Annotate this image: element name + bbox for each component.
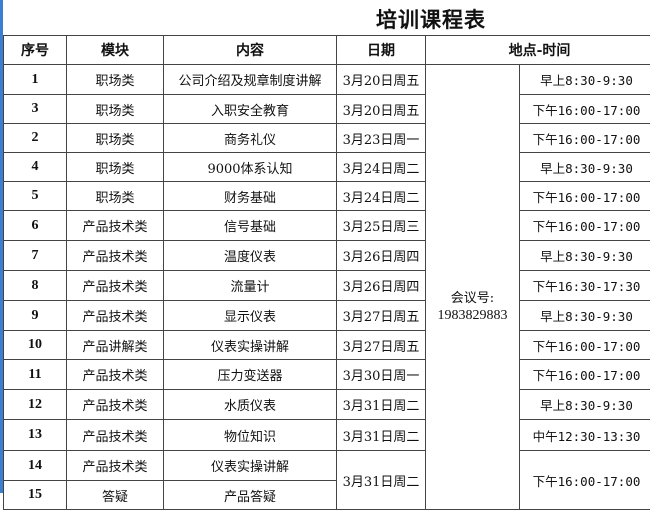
row-module: 产品技术类 xyxy=(67,271,164,301)
row-number: 15 xyxy=(4,481,67,510)
row-date: 3月24日周二 xyxy=(337,153,426,182)
row-content: 商务礼仪 xyxy=(164,124,337,153)
row-number: 11 xyxy=(4,360,67,390)
row-module: 答疑 xyxy=(67,481,164,510)
row-number: 3 xyxy=(4,95,67,124)
row-number: 1 xyxy=(4,65,67,95)
meeting-cell: 会议号:1983829883 xyxy=(426,65,520,510)
row-time: 下午16:00-17:00 xyxy=(520,95,650,124)
row-time: 下午16:00-17:00 xyxy=(520,331,650,360)
row-content: 入职安全教育 xyxy=(164,95,337,124)
row-content: 产品答疑 xyxy=(164,481,337,510)
header-no: 序号 xyxy=(4,36,67,65)
row-content: 显示仪表 xyxy=(164,301,337,331)
row-module: 产品讲解类 xyxy=(67,331,164,360)
row-date: 3月31日周二 xyxy=(337,390,426,420)
row-date: 3月30日周一 xyxy=(337,360,426,390)
row-content: 物位知识 xyxy=(164,420,337,451)
row-date: 3月24日周二 xyxy=(337,182,426,211)
row-date: 3月26日周四 xyxy=(337,271,426,301)
row-module: 产品技术类 xyxy=(67,390,164,420)
row-number: 10 xyxy=(4,331,67,360)
row-time: 早上8:30-9:30 xyxy=(520,153,650,182)
row-module: 产品技术类 xyxy=(67,301,164,331)
row-content: 水质仪表 xyxy=(164,390,337,420)
row-module: 产品技术类 xyxy=(67,420,164,451)
row-time: 中午12:30-13:30 xyxy=(520,420,650,451)
row-time: 下午16:00-17:00 xyxy=(520,211,650,241)
row-date: 3月27日周五 xyxy=(337,331,426,360)
meeting-label: 会议号: xyxy=(426,290,519,307)
row-module: 职场类 xyxy=(67,65,164,95)
row-content: 仪表实操讲解 xyxy=(164,451,337,481)
row-module: 产品技术类 xyxy=(67,451,164,481)
row-content: 压力变送器 xyxy=(164,360,337,390)
header-location-time: 地点-时间 xyxy=(426,36,650,65)
row-date: 3月25日周三 xyxy=(337,211,426,241)
row-date: 3月26日周四 xyxy=(337,241,426,271)
row-module: 职场类 xyxy=(67,124,164,153)
row-content: 9000体系认知 xyxy=(164,153,337,182)
row-number: 6 xyxy=(4,211,67,241)
row-time: 早上8:30-9:30 xyxy=(520,241,650,271)
row-date: 3月20日周五 xyxy=(337,95,426,124)
header-module: 模块 xyxy=(67,36,164,65)
row-date: 3月31日周二 xyxy=(337,420,426,451)
row-number: 14 xyxy=(4,451,67,481)
meeting-number: 1983829883 xyxy=(426,307,519,324)
row-time: 下午16:30-17:30 xyxy=(520,271,650,301)
row-time: 下午16:00-17:00 xyxy=(520,451,650,510)
row-number: 2 xyxy=(4,124,67,153)
row-time: 下午16:00-17:00 xyxy=(520,182,650,211)
row-date: 3月20日周五 xyxy=(337,65,426,95)
row-content: 财务基础 xyxy=(164,182,337,211)
row-number: 12 xyxy=(4,390,67,420)
row-date: 3月27日周五 xyxy=(337,301,426,331)
row-content: 公司介绍及规章制度讲解 xyxy=(164,65,337,95)
row-module: 产品技术类 xyxy=(67,241,164,271)
row-content: 仪表实操讲解 xyxy=(164,331,337,360)
row-content: 温度仪表 xyxy=(164,241,337,271)
row-time: 早上8:30-9:30 xyxy=(520,390,650,420)
row-date: 3月31日周二 xyxy=(337,451,426,510)
row-time: 早上8:30-9:30 xyxy=(520,301,650,331)
header-content: 内容 xyxy=(164,36,337,65)
row-content: 流量计 xyxy=(164,271,337,301)
header-date: 日期 xyxy=(337,36,426,65)
row-number: 5 xyxy=(4,182,67,211)
row-number: 9 xyxy=(4,301,67,331)
row-time: 下午16:00-17:00 xyxy=(520,124,650,153)
row-module: 职场类 xyxy=(67,182,164,211)
row-number: 8 xyxy=(4,271,67,301)
row-module: 职场类 xyxy=(67,153,164,182)
row-number: 4 xyxy=(4,153,67,182)
row-module: 职场类 xyxy=(67,95,164,124)
row-module: 产品技术类 xyxy=(67,360,164,390)
row-module: 产品技术类 xyxy=(67,211,164,241)
row-time: 早上8:30-9:30 xyxy=(520,65,650,95)
row-number: 13 xyxy=(4,420,67,451)
row-content: 信号基础 xyxy=(164,211,337,241)
page-title: 培训课程表 xyxy=(336,4,536,34)
row-number: 7 xyxy=(4,241,67,271)
header-row: 序号 模块 内容 日期 地点-时间 xyxy=(4,36,650,65)
row-time: 下午16:00-17:00 xyxy=(520,360,650,390)
row-date: 3月23日周一 xyxy=(337,124,426,153)
